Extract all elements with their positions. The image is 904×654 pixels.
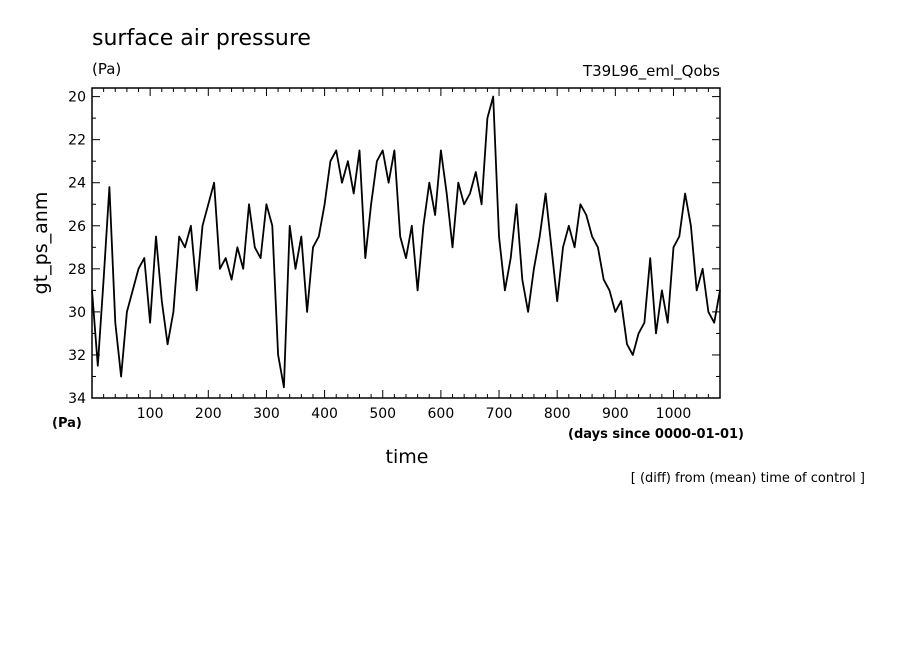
y-tick-label: 22 bbox=[68, 133, 86, 149]
chart-title: surface air pressure bbox=[92, 26, 311, 51]
x-tick-label: 900 bbox=[602, 406, 629, 422]
x-tick-label: 700 bbox=[486, 406, 513, 422]
x-tick-label: 1000 bbox=[656, 406, 692, 422]
y-units-label: (Pa) bbox=[52, 416, 82, 431]
x-axis-label: time bbox=[386, 446, 429, 468]
x-tick-label: 100 bbox=[137, 406, 164, 422]
y-tick-label: 20 bbox=[68, 90, 86, 106]
x-tick-label: 300 bbox=[253, 406, 280, 422]
series-layer bbox=[91, 95, 721, 389]
y-axis-label: gt_ps_anm bbox=[30, 192, 52, 295]
series-line-gt_ps_anm bbox=[91, 95, 721, 389]
title-units: (Pa) bbox=[92, 60, 121, 78]
x-tick-label: 800 bbox=[544, 406, 571, 422]
experiment-label: T39L96_eml_Qobs bbox=[582, 62, 720, 81]
footnote: [ (diff) from (mean) time of control ] bbox=[631, 471, 865, 486]
x-tick-label: 400 bbox=[311, 406, 338, 422]
x-tick-label: 200 bbox=[195, 406, 222, 422]
y-tick-label: 26 bbox=[68, 219, 86, 235]
y-tick-label: 34 bbox=[68, 391, 86, 407]
x-axis: 100 200 300 400 500 600 700 800 900 1000 bbox=[103, 88, 709, 422]
y-tick-label: 30 bbox=[68, 305, 86, 321]
y-tick-label: 28 bbox=[68, 262, 86, 278]
y-tick-label: 24 bbox=[68, 176, 86, 192]
y-tick-label: 32 bbox=[68, 348, 86, 364]
x-units-label: (days since 0000-01-01) bbox=[568, 427, 744, 442]
x-tick-label: 600 bbox=[428, 406, 455, 422]
x-tick-label: 500 bbox=[369, 406, 396, 422]
y-axis: 20 22 24 26 28 30 32 34 bbox=[68, 90, 720, 407]
